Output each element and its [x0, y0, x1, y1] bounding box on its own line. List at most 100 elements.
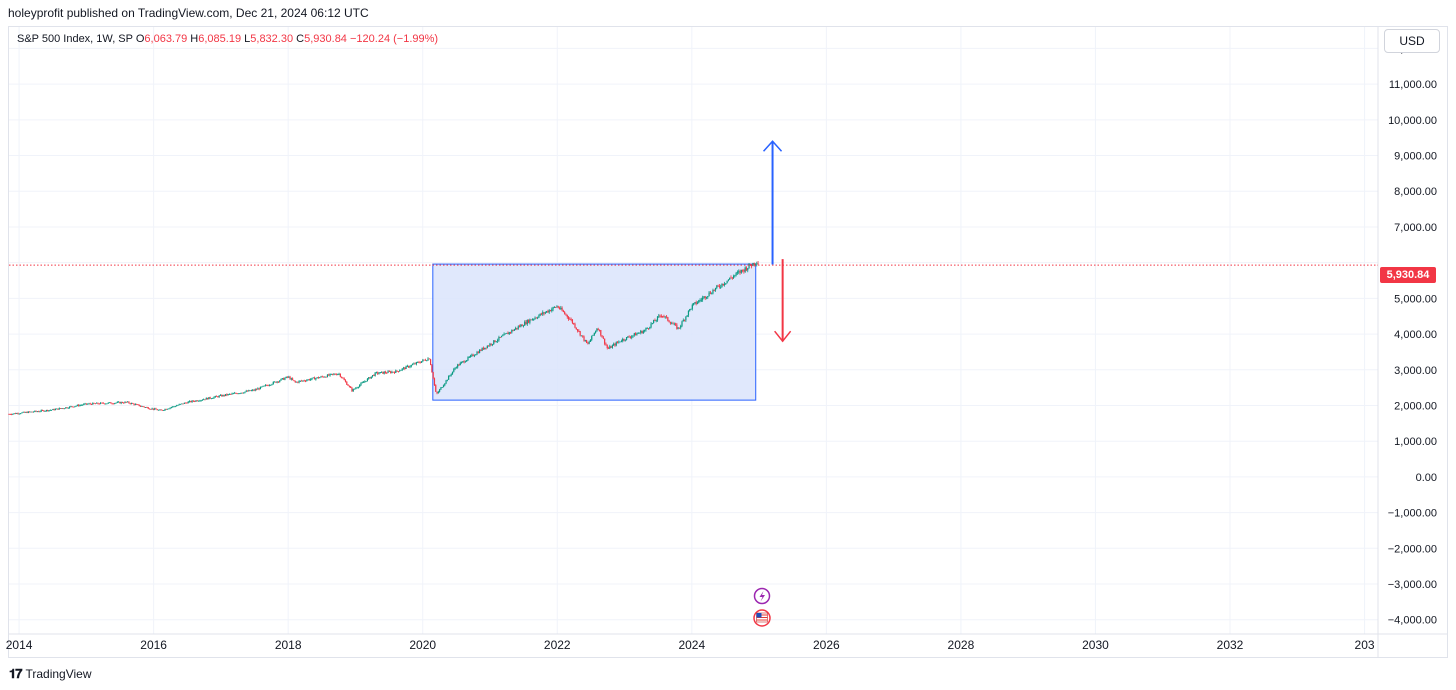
candle-body	[534, 317, 536, 319]
candle-body	[379, 372, 381, 374]
candle-body	[275, 381, 277, 383]
candle-body	[609, 346, 611, 349]
candle-body	[484, 347, 486, 350]
candle-body	[174, 406, 176, 408]
candle-body	[683, 320, 686, 321]
candle-body	[285, 376, 287, 379]
candle-body	[107, 402, 109, 404]
candle-body	[129, 403, 131, 404]
candle-body	[618, 341, 620, 343]
candle-body	[659, 315, 661, 317]
candle-body	[324, 376, 326, 378]
currency-button[interactable]: USD	[1384, 29, 1440, 53]
candle-body	[59, 408, 62, 409]
candle-body	[66, 407, 68, 409]
candle-body	[32, 411, 35, 413]
candle-body	[604, 338, 606, 344]
candle-body	[53, 409, 55, 411]
chart-frame[interactable]	[8, 26, 1448, 658]
candle-body	[460, 361, 463, 363]
y-tick-label: 0.00	[1416, 472, 1437, 484]
candle-body	[58, 408, 60, 410]
candle-body	[664, 316, 666, 318]
candle-body	[283, 378, 285, 380]
candle-body	[713, 290, 715, 291]
candle-body	[601, 335, 603, 338]
candle-body	[696, 302, 699, 304]
candle-body	[281, 378, 283, 379]
candle-body	[288, 376, 290, 378]
candle-body	[395, 370, 397, 373]
candle-body	[71, 406, 73, 408]
us-flag-icon[interactable]	[753, 609, 771, 627]
candle-body	[279, 380, 281, 382]
lightning-icon[interactable]	[753, 587, 771, 605]
candle-body	[669, 322, 672, 324]
event-icons[interactable]	[753, 587, 771, 627]
candle-body	[734, 275, 736, 277]
candle-body	[587, 342, 589, 344]
candle-body	[151, 408, 153, 410]
candle-body	[752, 262, 754, 266]
candle-body	[146, 407, 148, 408]
candle-body	[569, 319, 571, 320]
candle-body	[436, 391, 438, 394]
candle-body	[134, 404, 136, 405]
candle-body	[227, 394, 229, 396]
candle-body	[159, 409, 161, 411]
candle-body	[640, 330, 642, 333]
candle-body	[52, 409, 54, 410]
candle-body	[16, 413, 18, 415]
candle-body	[68, 406, 71, 408]
candle-body	[239, 393, 241, 395]
candle-body	[672, 323, 674, 325]
candle-body	[284, 378, 286, 380]
candle-body	[535, 317, 537, 319]
candle-body	[420, 361, 423, 363]
candle-body	[386, 372, 388, 374]
candle-body	[133, 403, 135, 405]
candle-body	[248, 390, 250, 392]
tradingview-logo[interactable]: 𝟏𝟕 TradingView	[9, 666, 92, 682]
candle-body	[495, 341, 497, 343]
candle-body	[186, 402, 188, 404]
candle-body	[690, 308, 692, 310]
candle-body	[538, 315, 540, 318]
candle-body	[20, 413, 22, 415]
candle-body	[565, 313, 567, 315]
candle-body	[388, 371, 390, 372]
x-tick-label: 2014	[6, 638, 33, 652]
candle-body	[589, 339, 592, 342]
candle-body	[694, 302, 696, 304]
candle-body	[163, 410, 165, 411]
candle-body	[646, 328, 648, 330]
candle-body	[503, 333, 505, 336]
candle-body	[312, 377, 314, 379]
candle-body	[513, 329, 515, 331]
candle-body	[579, 331, 581, 336]
candle-body	[708, 292, 710, 296]
candle-body	[499, 337, 501, 338]
candle-body	[517, 326, 519, 329]
candle-body	[17, 413, 19, 415]
candle-body	[497, 340, 499, 342]
candle-body	[450, 374, 452, 376]
candle-body	[718, 285, 720, 287]
candle-body	[255, 389, 258, 391]
candle-body	[537, 317, 539, 319]
candle-body	[622, 338, 624, 342]
candle-body	[615, 342, 617, 346]
candle-body	[155, 408, 157, 410]
candle-body	[373, 375, 375, 376]
candle-body	[682, 320, 684, 322]
candle-body	[529, 319, 531, 323]
axis-separators	[9, 27, 1447, 657]
candle-body	[110, 402, 112, 404]
candle-body	[619, 341, 621, 343]
candle-body	[414, 363, 416, 365]
candle-body	[409, 366, 411, 368]
candle-body	[85, 403, 87, 405]
candle-body	[478, 349, 481, 354]
candle-body	[647, 328, 650, 330]
